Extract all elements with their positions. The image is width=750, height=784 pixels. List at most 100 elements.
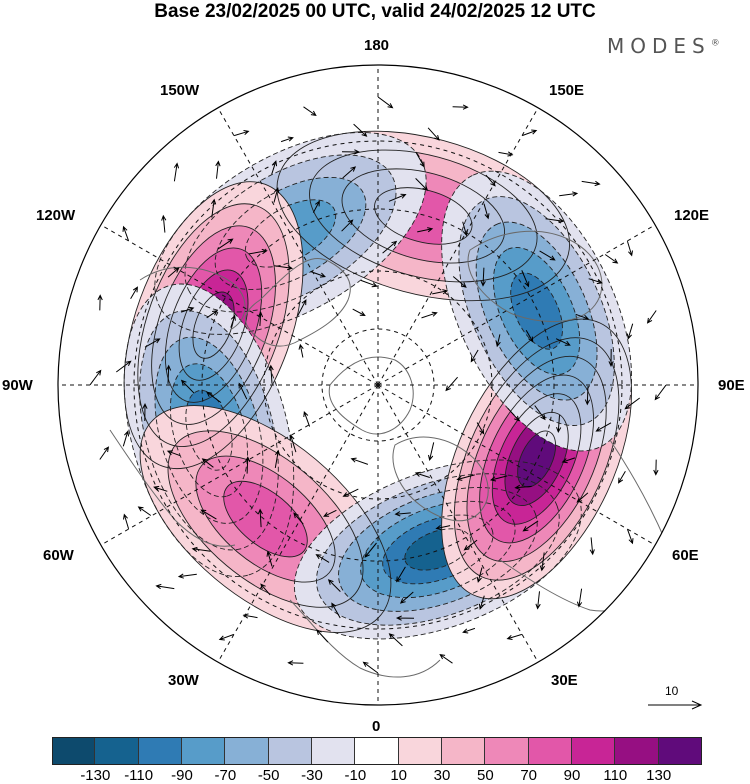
wind-arrow xyxy=(331,602,341,619)
wind-arrow xyxy=(653,459,659,476)
wind-arrow xyxy=(260,583,271,596)
contour-line xyxy=(223,480,308,558)
legend-swatch xyxy=(95,737,139,765)
wind-arrow xyxy=(534,405,546,421)
contour-line xyxy=(466,355,607,562)
contour-line xyxy=(374,187,473,245)
contour-line xyxy=(185,389,233,471)
wind-arrow xyxy=(495,334,501,348)
contour-line xyxy=(479,374,595,544)
wind-arrow xyxy=(191,546,211,553)
wind-arrow xyxy=(522,520,539,532)
wind-arrow xyxy=(521,129,538,137)
wind-arrow xyxy=(428,442,435,462)
wind-arrow xyxy=(555,338,571,346)
wind-arrow xyxy=(415,178,429,191)
lon-label-60w: 60W xyxy=(43,547,74,564)
wind-arrow xyxy=(388,193,407,202)
wind-arrow xyxy=(514,484,532,490)
wind-arrow xyxy=(257,311,264,327)
registered-mark: ® xyxy=(710,38,720,49)
wind-arrow xyxy=(489,475,508,482)
wind-arrow xyxy=(575,313,590,320)
wind-arrow xyxy=(137,506,152,516)
wind-arrow xyxy=(626,528,634,545)
contour-line xyxy=(154,132,427,335)
wind-arrow xyxy=(539,552,546,572)
wind-arrow xyxy=(576,492,589,503)
wind-arrow xyxy=(435,525,451,531)
lon-label-150w: 150W xyxy=(160,82,200,99)
legend-tick-label: 110 xyxy=(603,767,628,784)
wind-arrow xyxy=(166,450,181,457)
wind-arrow xyxy=(303,411,311,427)
lon-label-150e: 150E xyxy=(549,82,585,99)
contour-line xyxy=(458,196,615,426)
wind-arrow xyxy=(206,391,222,404)
legend-frame xyxy=(52,737,702,765)
legend-tick-label: -10 xyxy=(344,767,367,784)
contour-line xyxy=(139,405,392,633)
legend-swatch xyxy=(485,737,529,765)
wind-arrow xyxy=(476,422,485,435)
contour-line xyxy=(453,337,620,581)
wind-arrow xyxy=(298,343,304,358)
wind-arrow xyxy=(485,174,496,187)
legend-swatch xyxy=(225,737,269,765)
legend-swatch xyxy=(572,737,616,765)
wind-arrow xyxy=(341,149,361,155)
reference-arrow-label: 10 xyxy=(665,684,679,698)
legend-swatch xyxy=(442,737,486,765)
contour-line xyxy=(151,225,276,425)
wind-arrow xyxy=(439,653,453,664)
contour-line xyxy=(360,500,516,599)
anomaly-field xyxy=(58,65,698,705)
legend-swatch xyxy=(355,737,399,765)
wind-arrow xyxy=(581,180,601,187)
wind-arrow xyxy=(589,537,595,556)
wind-arrow xyxy=(399,591,414,604)
wind-arrow xyxy=(89,369,102,386)
wind-arrow xyxy=(123,513,130,530)
wind-arrow xyxy=(341,219,354,232)
wind-arrow xyxy=(395,615,415,621)
lon-label-180: 180 xyxy=(364,37,390,54)
wind-arrow xyxy=(654,384,667,401)
wind-arrow xyxy=(350,457,369,465)
wind-arrow xyxy=(217,238,234,250)
contour-line xyxy=(316,473,560,626)
wind-arrow xyxy=(525,330,534,343)
page-title: Base 23/02/2025 00 UTC, valid 24/02/2025… xyxy=(154,1,596,22)
wind-arrow xyxy=(476,567,483,583)
wind-arrow xyxy=(244,456,251,474)
wind-arrow xyxy=(122,430,130,447)
lon-label-30w: 30W xyxy=(168,672,199,689)
wind-arrow xyxy=(273,187,280,203)
wind-arrow xyxy=(480,267,486,287)
wind-arrow xyxy=(646,310,657,324)
modes-logo: MODES® xyxy=(607,34,720,58)
wind-arrow xyxy=(535,591,541,610)
reference-arrow xyxy=(648,700,703,710)
wind-vectors xyxy=(89,96,667,674)
contour-line xyxy=(123,181,304,470)
wind-arrow xyxy=(427,127,440,141)
wind-arrow xyxy=(608,348,614,368)
legend-tick-label: 90 xyxy=(563,767,581,784)
lon-label-30e: 30E xyxy=(551,672,578,689)
legend-tick-label: -70 xyxy=(214,767,237,784)
wind-arrow xyxy=(362,661,379,674)
contour-line xyxy=(137,203,290,447)
wind-arrow xyxy=(452,276,467,288)
wind-arrow xyxy=(626,323,634,340)
wind-arrow xyxy=(280,136,294,143)
wind-arrow xyxy=(99,446,110,460)
wind-arrow xyxy=(462,627,476,634)
wind-arrow xyxy=(360,279,378,288)
legend-swatch xyxy=(615,737,659,765)
wind-arrow xyxy=(268,364,274,384)
contour-line xyxy=(123,283,295,578)
wind-arrow xyxy=(122,225,130,242)
wind-arrow xyxy=(327,579,341,592)
brand-name: MODES xyxy=(607,34,711,58)
